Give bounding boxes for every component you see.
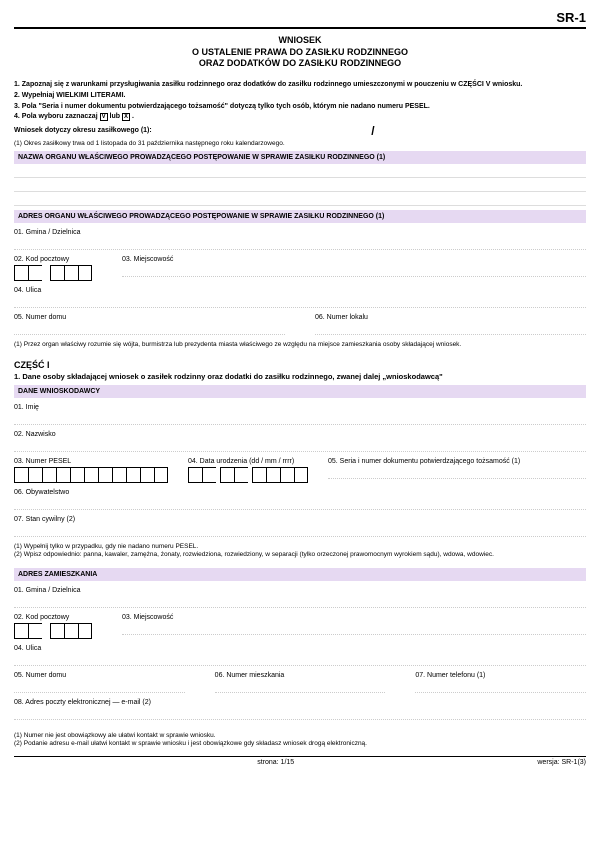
seria-field[interactable] <box>328 467 586 479</box>
a-kod-label: 02. Kod pocztowy <box>14 614 92 621</box>
title-line1: WNIOSEK <box>278 35 321 45</box>
pesel-label: 03. Numer PESEL <box>14 458 168 465</box>
org-name-header: NAZWA ORGANU WŁAŚCIWEGO PROWADZĄCEGO POS… <box>14 151 586 164</box>
a-nrmieszk-field[interactable] <box>215 681 386 693</box>
dane-note1: (1) Wypełnij tylko w przypadku, gdy nie … <box>14 543 586 551</box>
form-code: SR-1 <box>14 10 586 29</box>
period-note: (1) Okres zasiłkowy trwa od 1 listopada … <box>14 140 586 147</box>
org-kod-label: 02. Kod pocztowy <box>14 256 92 263</box>
org-gmina-field[interactable] <box>14 238 586 250</box>
a-nrdomu-field[interactable] <box>14 681 185 693</box>
org-kod-boxes[interactable] <box>14 265 92 281</box>
a-ulica-label: 04. Ulica <box>14 645 586 652</box>
org-addr-header: ADRES ORGANU WŁAŚCIWEGO PROWADZĄCEGO POS… <box>14 210 586 223</box>
org-nrdomu-field[interactable] <box>14 323 285 335</box>
a-nrdomu-label: 05. Numer domu <box>14 672 185 679</box>
a-ulica-field[interactable] <box>14 654 586 666</box>
a-email-label: 08. Adres poczty elektronicznej — e-mail… <box>14 699 586 706</box>
adres-header: ADRES ZAMIESZKANIA <box>14 568 586 581</box>
seria-label: 05. Seria i numer dokumentu potwierdzają… <box>328 458 586 465</box>
checkbox-x-example: X <box>122 113 130 121</box>
a-gmina-field[interactable] <box>14 596 586 608</box>
instruction-1: 1. Zapoznaj się z warunkami przysługiwan… <box>14 80 586 90</box>
instr4-a: 4. Pola wyboru zaznaczaj <box>14 113 100 120</box>
org-nrdomu-label: 05. Numer domu <box>14 314 285 321</box>
stan-field[interactable] <box>14 525 586 537</box>
instruction-3: 3. Pola "Seria i numer dokumentu potwier… <box>14 102 586 112</box>
title-line3: ORAZ DODATKÓW DO ZASIŁKU RODZINNEGO <box>199 58 401 68</box>
imie-label: 01. Imię <box>14 404 586 411</box>
org-ulica-label: 04. Ulica <box>14 287 586 294</box>
part1-title: CZĘŚĆ I <box>14 360 586 370</box>
data-label: 04. Data urodzenia (dd / mm / rrrr) <box>188 458 308 465</box>
footer-page: strona: 1/15 <box>257 759 294 766</box>
nazwisko-label: 02. Nazwisko <box>14 431 586 438</box>
instruction-2: 2. Wypełniaj WIELKIMI LITERAMI. <box>14 91 586 101</box>
period-slash: / <box>371 124 374 138</box>
a-note2: (2) Podanie adresu e-mail ułatwi kontakt… <box>14 740 586 748</box>
org-nrlokalu-field[interactable] <box>315 323 586 335</box>
a-miejsc-label: 03. Miejscowość <box>122 614 586 621</box>
dane-note2: (2) Wpisz odpowiednio: panna, kawaler, z… <box>14 551 586 559</box>
stan-label: 07. Stan cywilny (2) <box>14 516 586 523</box>
nazwisko-field[interactable] <box>14 440 586 452</box>
a-note1: (1) Numer nie jest obowiązkowy ale ułatw… <box>14 732 586 740</box>
data-boxes[interactable] <box>188 467 308 483</box>
obyw-label: 06. Obywatelstwo <box>14 489 586 496</box>
a-tel-label: 07. Numer telefonu (1) <box>415 672 586 679</box>
pesel-boxes[interactable] <box>14 467 168 483</box>
a-nrmieszk-label: 06. Numer mieszkania <box>215 672 386 679</box>
org-miejsc-field[interactable] <box>122 265 586 277</box>
footer-version: wersja: SR-1(3) <box>537 759 586 766</box>
a-gmina-label: 01. Gmina / Dzielnica <box>14 587 586 594</box>
instr4-dot: . <box>132 113 134 120</box>
org-note: (1) Przez organ właściwy rozumie się wój… <box>14 341 586 349</box>
form-title: WNIOSEK O USTALENIE PRAWA DO ZASIŁKU ROD… <box>14 35 586 70</box>
org-name-field[interactable] <box>14 164 586 206</box>
obyw-field[interactable] <box>14 498 586 510</box>
period-label: Wniosek dotyczy okresu zasiłkowego (1): <box>14 126 152 136</box>
instruction-4: 4. Pola wyboru zaznaczaj V lub X . <box>14 112 586 122</box>
org-ulica-field[interactable] <box>14 296 586 308</box>
dane-header: DANE WNIOSKODAWCY <box>14 385 586 398</box>
footer-rule <box>14 756 586 757</box>
imie-field[interactable] <box>14 413 586 425</box>
org-gmina-label: 01. Gmina / Dzielnica <box>14 229 586 236</box>
a-tel-field[interactable] <box>415 681 586 693</box>
a-miejsc-field[interactable] <box>122 623 586 635</box>
a-email-field[interactable] <box>14 708 586 720</box>
part1-sub: 1. Dane osoby składającej wniosek o zasi… <box>14 372 586 381</box>
title-line2: O USTALENIE PRAWA DO ZASIŁKU RODZINNEGO <box>192 47 408 57</box>
org-nrlokalu-label: 06. Numer lokalu <box>315 314 586 321</box>
checkbox-v-example: V <box>100 113 108 121</box>
a-kod-boxes[interactable] <box>14 623 92 639</box>
instr4-lub: lub <box>110 113 122 120</box>
org-miejsc-label: 03. Miejscowość <box>122 256 586 263</box>
